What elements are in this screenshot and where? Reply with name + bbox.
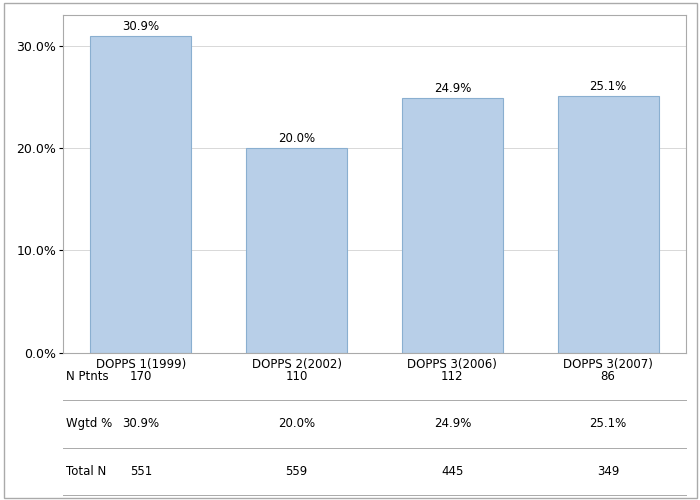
Text: 559: 559	[286, 465, 308, 478]
Text: 24.9%: 24.9%	[434, 417, 471, 430]
Bar	[557, 96, 659, 352]
Text: 20.0%: 20.0%	[278, 417, 315, 430]
Text: 30.9%: 30.9%	[122, 20, 160, 34]
Bar	[246, 148, 347, 352]
Bar	[402, 98, 503, 352]
Text: 25.1%: 25.1%	[589, 417, 626, 430]
Text: 20.0%: 20.0%	[278, 132, 315, 145]
Bar	[90, 36, 192, 352]
Text: 170: 170	[130, 370, 152, 383]
Text: Total N: Total N	[66, 465, 106, 478]
Text: 24.9%: 24.9%	[434, 82, 471, 95]
Text: 30.9%: 30.9%	[122, 417, 160, 430]
Text: 86: 86	[601, 370, 615, 383]
Text: 551: 551	[130, 465, 152, 478]
Text: N Ptnts: N Ptnts	[66, 370, 109, 383]
Text: 25.1%: 25.1%	[589, 80, 626, 92]
Text: Wgtd %: Wgtd %	[66, 417, 113, 430]
Text: 445: 445	[441, 465, 463, 478]
Text: 349: 349	[597, 465, 620, 478]
Text: 112: 112	[441, 370, 463, 383]
Text: 110: 110	[286, 370, 308, 383]
